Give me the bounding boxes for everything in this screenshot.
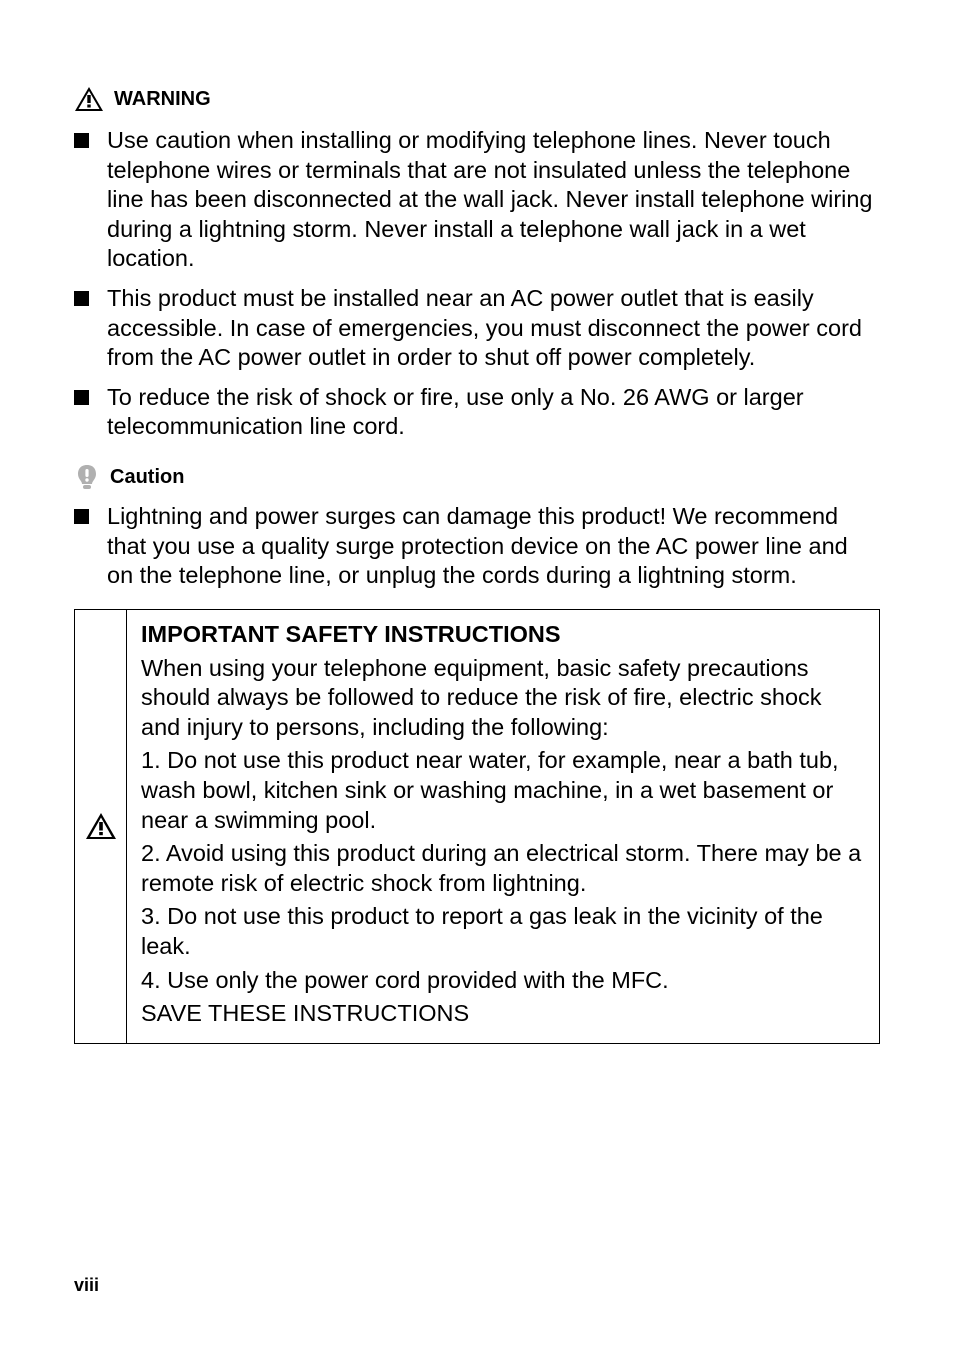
bullet-square-icon (74, 509, 89, 524)
caution-bullet-list: Lightning and power surges can damage th… (74, 502, 880, 591)
safety-box-point: 4. Use only the power cord provided with… (141, 966, 865, 996)
warning-item: This product must be installed near an A… (74, 284, 880, 373)
warning-item-text: Use caution when installing or modifying… (107, 126, 880, 274)
safety-instructions-box: IMPORTANT SAFETY INSTRUCTIONS When using… (74, 609, 880, 1044)
safety-box-point: 2. Avoid using this product during an el… (141, 839, 865, 898)
warning-header: WARNING (74, 86, 880, 112)
safety-box-title: IMPORTANT SAFETY INSTRUCTIONS (141, 620, 865, 650)
safety-box-footer: SAVE THESE INSTRUCTIONS (141, 999, 865, 1029)
warning-triangle-icon (85, 812, 117, 840)
page-number: viii (74, 1275, 99, 1296)
warning-bullet-list: Use caution when installing or modifying… (74, 126, 880, 442)
warning-item: To reduce the risk of shock or fire, use… (74, 383, 880, 442)
caution-item-text: Lightning and power surges can damage th… (107, 502, 880, 591)
warning-item: Use caution when installing or modifying… (74, 126, 880, 274)
safety-box-icon-column (75, 610, 127, 1043)
bullet-square-icon (74, 291, 89, 306)
caution-header: Caution (74, 464, 880, 490)
safety-box-content: IMPORTANT SAFETY INSTRUCTIONS When using… (127, 610, 879, 1043)
warning-label: WARNING (114, 88, 211, 111)
warning-triangle-icon (74, 86, 104, 112)
bullet-square-icon (74, 133, 89, 148)
warning-item-text: This product must be installed near an A… (107, 284, 880, 373)
safety-box-point: 1. Do not use this product near water, f… (141, 746, 865, 835)
caution-item: Lightning and power surges can damage th… (74, 502, 880, 591)
safety-box-intro: When using your telephone equipment, bas… (141, 654, 865, 743)
warning-item-text: To reduce the risk of shock or fire, use… (107, 383, 880, 442)
safety-box-point: 3. Do not use this product to report a g… (141, 902, 865, 961)
caution-label: Caution (110, 466, 184, 489)
caution-exclamation-icon (74, 464, 100, 490)
bullet-square-icon (74, 390, 89, 405)
